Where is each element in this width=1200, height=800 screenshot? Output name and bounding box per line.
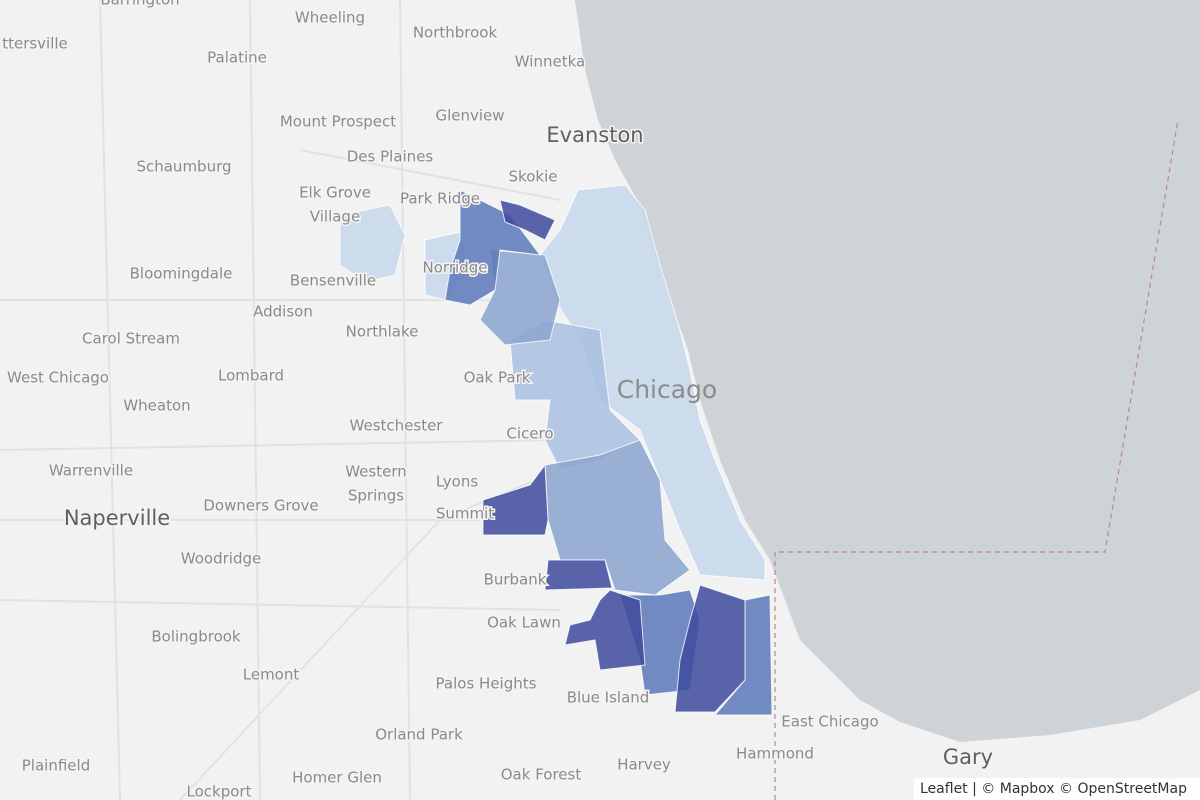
place-label: Burbank [484,571,547,589]
place-label: Homer Glen [292,769,382,787]
place-label: Norridge [423,259,488,277]
place-label: East Chicago [781,713,878,731]
choropleth [339,184,773,716]
place-label: Lyons [436,473,479,491]
place-label: ttersville [2,35,68,53]
place-label: Glenview [435,107,504,125]
attribution[interactable]: Leaflet | © Mapbox © OpenStreetMap [914,778,1200,800]
place-label: Lockport [187,783,252,800]
place-label: Blue Island [567,689,650,707]
place-label: Oak Lawn [487,614,561,632]
lake [575,0,1200,742]
place-label: Winnetka [515,53,585,71]
place-label: Cicero [506,425,553,443]
place-label: Hammond [736,745,814,763]
place-label: Wheaton [123,397,190,415]
place-label: Village [310,208,360,226]
place-label: Palos Heights [436,675,537,693]
place-label: Northbrook [413,24,498,42]
place-label: Orland Park [375,726,463,744]
place-label: Gary [943,745,993,769]
place-label: West Chicago [7,369,109,387]
place-label: Warrenville [49,462,133,480]
place-label: Palatine [207,49,267,67]
place-label: Des Plaines [347,148,434,166]
place-label: Northlake [346,323,419,341]
place-label: Westchester [350,417,444,435]
place-label: Harvey [617,756,671,774]
place-label: Wheeling [295,9,365,27]
place-label: Naperville [64,506,170,530]
place-label: Skokie [509,168,558,186]
place-label: Lombard [218,367,284,385]
place-label: Bolingbrook [151,628,241,646]
place-label: Barrington [100,0,179,9]
place-label: Oak Park [464,369,531,387]
roads [0,0,561,800]
place-label: Summit [436,505,494,523]
place-label: Western [345,463,407,481]
place-label: Oak Forest [501,766,582,784]
place-label: Elk Grove [299,184,371,202]
place-label: Bloomingdale [130,265,233,283]
place-label: Evanston [546,123,643,147]
place-label: Chicago [617,375,717,404]
place-label: Mount Prospect [280,113,396,131]
place-label: Lemont [243,666,300,684]
place-label: Bensenville [290,272,376,290]
place-label: Plainfield [22,757,90,775]
place-label: Schaumburg [136,158,231,176]
place-label: Woodridge [181,550,261,568]
place-label: Carol Stream [82,330,180,348]
place-label: Downers Grove [203,497,318,515]
place-label: Springs [348,487,404,505]
place-label: Park Ridge [400,190,480,208]
place-label: Addison [253,303,313,321]
